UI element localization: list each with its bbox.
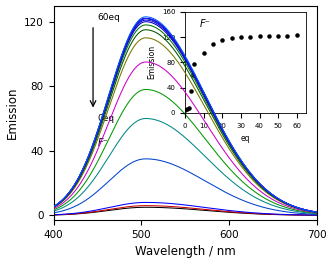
- Text: 0eq: 0eq: [97, 114, 115, 123]
- X-axis label: Wavelength / nm: Wavelength / nm: [135, 246, 235, 258]
- Y-axis label: Emission: Emission: [6, 87, 19, 139]
- Text: 60eq: 60eq: [97, 13, 120, 22]
- Text: F⁻: F⁻: [97, 138, 108, 148]
